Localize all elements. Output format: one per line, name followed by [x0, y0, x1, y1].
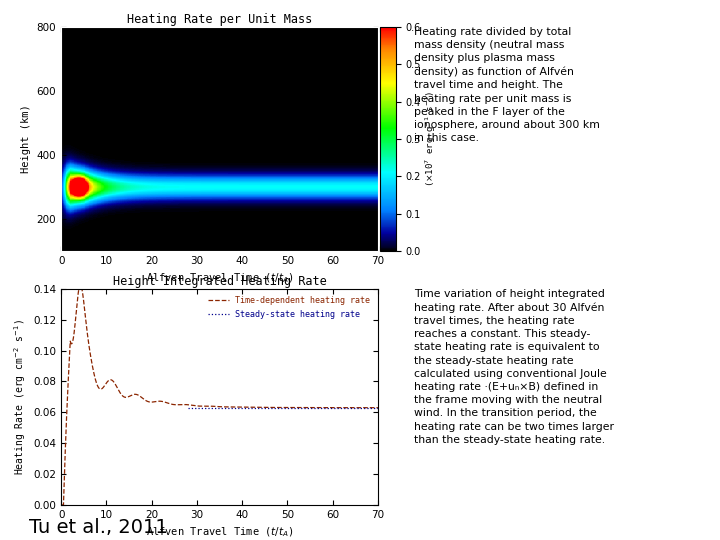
Title: Heating Rate per Unit Mass: Heating Rate per Unit Mass	[127, 13, 312, 26]
Y-axis label: Height (km): Height (km)	[21, 105, 31, 173]
Text: Tu et al., 2011: Tu et al., 2011	[29, 518, 168, 537]
X-axis label: Alfven Travel Time ($t/t_A$): Alfven Travel Time ($t/t_A$)	[145, 525, 294, 539]
Text: Heating rate divided by total
mass density (neutral mass
density plus plasma mas: Heating rate divided by total mass densi…	[414, 27, 600, 143]
Text: Time variation of height integrated
heating rate. After about 30 Alfvén
travel t: Time variation of height integrated heat…	[414, 289, 614, 445]
Y-axis label: ($\times$10$^{7}$ erg g$^{-1}$ s$^{-1}$): ($\times$10$^{7}$ erg g$^{-1}$ s$^{-1}$)	[424, 91, 438, 187]
Y-axis label: Heating Rate (erg cm$^{-2}$ s$^{-1}$): Heating Rate (erg cm$^{-2}$ s$^{-1}$)	[12, 319, 27, 475]
Title: Height Integrated Heating Rate: Height Integrated Heating Rate	[113, 275, 326, 288]
X-axis label: Alfven Travel Time ($t/t_A$): Alfven Travel Time ($t/t_A$)	[145, 272, 294, 285]
Legend: Time-dependent heating rate, Steady-state heating rate: Time-dependent heating rate, Steady-stat…	[204, 293, 374, 322]
